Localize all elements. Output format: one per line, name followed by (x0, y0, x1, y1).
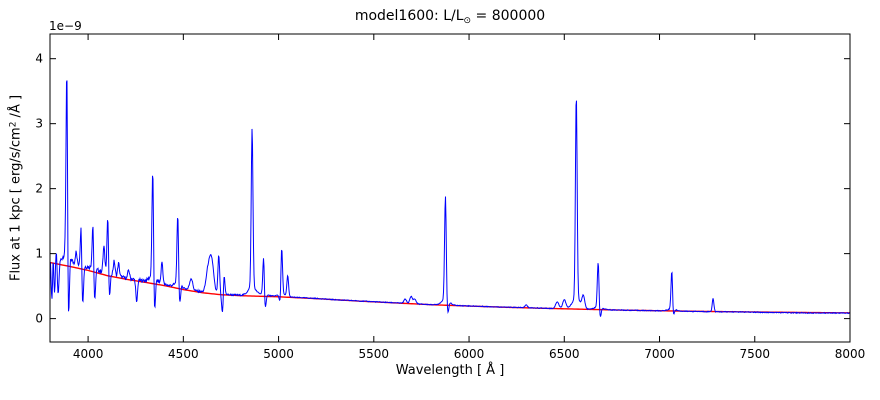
x-axis-label: Wavelength [ Å ] (395, 363, 505, 378)
y-tick-label: 2 (35, 182, 43, 196)
continuum-fit-line (49, 261, 851, 314)
y-axis-label-sup: 2 (8, 121, 19, 128)
x-tick-label: 5500 (359, 347, 390, 361)
y-tick-label: 4 (35, 52, 43, 66)
x-tick-label: 8000 (835, 347, 866, 361)
axes-frame (49, 33, 851, 343)
x-tick-label: 6000 (454, 347, 485, 361)
sun-symbol: ⊙ (463, 16, 472, 26)
x-tick-label: 4000 (73, 347, 104, 361)
y-axis-label: Flux at 1 kpc [ erg/s/cm2 /Å ] (9, 95, 24, 281)
x-tick-label: 5000 (263, 347, 294, 361)
plot-title-suffix: = 800000 (471, 8, 546, 24)
x-tick-label: 6500 (549, 347, 580, 361)
spectrum-line (49, 80, 851, 317)
x-tick-label: 7500 (739, 347, 770, 361)
y-offset-label: 1e−9 (49, 19, 82, 33)
y-axis-label-suffix: /Å ] (8, 94, 24, 122)
y-tick-label: 0 (35, 312, 43, 326)
plot-title-prefix: model1600: L/L (354, 8, 464, 24)
y-tick-label: 1 (35, 247, 43, 261)
y-axis-label-prefix: Flux at 1 kpc [ erg/s/cm (8, 127, 24, 282)
y-tick-label: 3 (35, 117, 43, 131)
plot-title: model1600: L/L⊙ = 800000 (50, 8, 850, 26)
x-tick-label: 4500 (168, 347, 199, 361)
x-tick-label: 7000 (644, 347, 675, 361)
